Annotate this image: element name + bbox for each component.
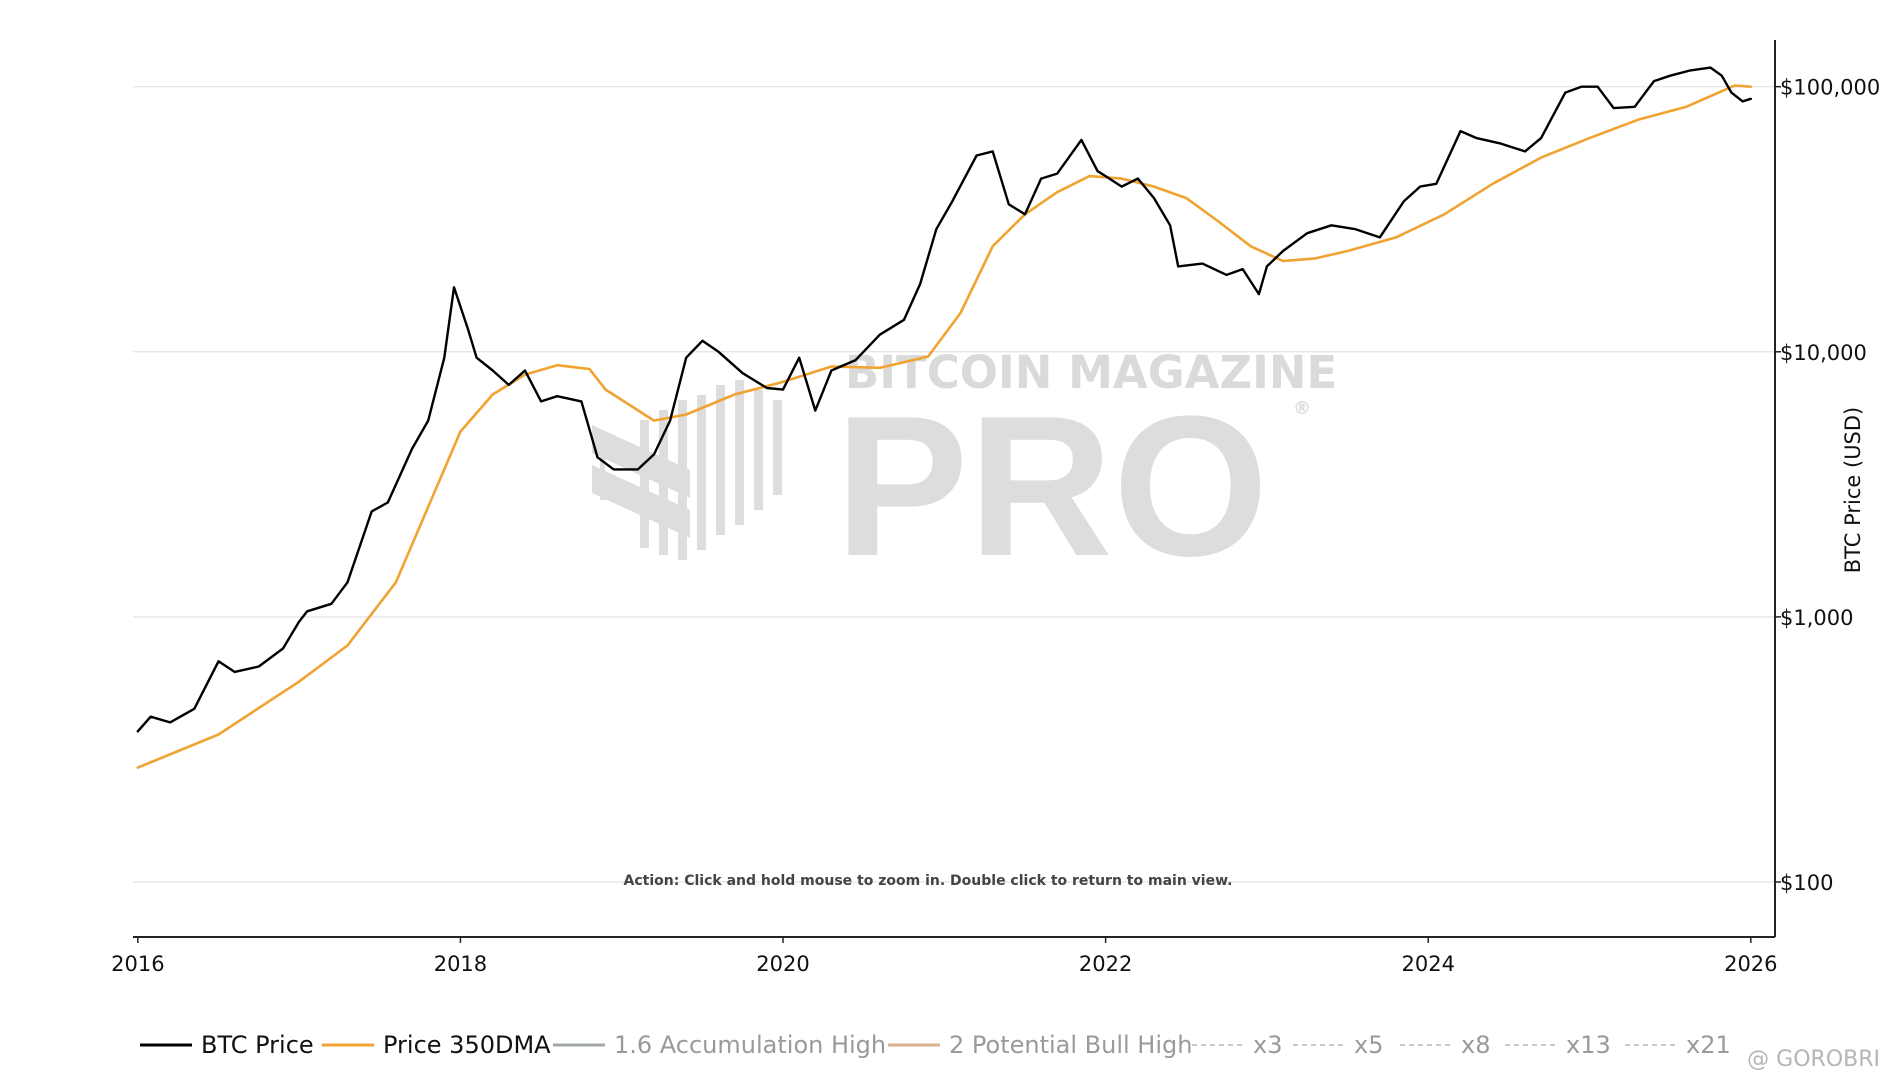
series-layer (136, 66, 1753, 769)
legend-item[interactable]: 2 Potential Bull High (888, 1031, 1192, 1059)
legend-item[interactable]: BTC Price (140, 1031, 314, 1059)
legend-label: 2 Potential Bull High (949, 1031, 1192, 1059)
x-tick-label: 2022 (1079, 952, 1132, 976)
series-line-350dma (136, 84, 1753, 769)
legend-item[interactable]: Price 350DMA (322, 1031, 551, 1059)
y-tick-label: $1,000 (1780, 606, 1853, 630)
watermark-brand-text: BITCOIN MAGAZINE (845, 346, 1337, 399)
x-tick-label: 2020 (756, 952, 809, 976)
axes (133, 40, 1776, 938)
legend-label: x5 (1354, 1031, 1383, 1059)
series-line-btc-price (136, 66, 1752, 733)
watermark-pro-text: PRO (835, 375, 1268, 598)
legend-item[interactable]: x21 (1625, 1031, 1731, 1059)
y-axis-title: BTC Price (USD) (1841, 407, 1865, 574)
legend-label: 1.6 Accumulation High (614, 1031, 886, 1059)
y-tick-label: $100,000 (1780, 76, 1880, 100)
watermark: BITCOIN MAGAZINE PRO ® (592, 346, 1337, 598)
x-tick-label: 2016 (111, 952, 164, 976)
y-tick-label: $100 (1780, 871, 1833, 895)
grid-lines (133, 86, 1775, 883)
legend-label: x13 (1566, 1031, 1611, 1059)
legend-label: x3 (1253, 1031, 1282, 1059)
legend-item[interactable]: 1.6 Accumulation High (553, 1031, 886, 1059)
x-tick-label: 2018 (434, 952, 487, 976)
y-axis-ticks: $100 $1,000 $10,000 $100,000 (1775, 76, 1880, 895)
x-tick-label: 2024 (1401, 952, 1454, 976)
legend-label: x8 (1461, 1031, 1490, 1059)
legend-item[interactable]: x8 (1400, 1031, 1490, 1059)
legend-label: BTC Price (201, 1031, 314, 1059)
x-tick-label: 2026 (1724, 952, 1777, 976)
watermark-logo-icon (592, 380, 782, 560)
legend-item[interactable]: x13 (1505, 1031, 1611, 1059)
legend-item[interactable]: x5 (1293, 1031, 1383, 1059)
y-tick-label: $10,000 (1780, 341, 1867, 365)
legend-label: Price 350DMA (383, 1031, 551, 1059)
legend: BTC Price Price 350DMA 1.6 Accumulation Hi… (140, 1031, 1731, 1059)
watermark-registered-mark: ® (1293, 398, 1311, 419)
legend-label: x21 (1686, 1031, 1731, 1059)
legend-item[interactable]: x3 (1192, 1031, 1282, 1059)
x-axis-ticks: 2016 2018 2020 2022 2024 2026 (111, 937, 1778, 976)
zoom-hint-text: Action: Click and hold mouse to zoom in.… (624, 873, 1233, 889)
credit-text: @ GOROBRI (1747, 1047, 1880, 1072)
